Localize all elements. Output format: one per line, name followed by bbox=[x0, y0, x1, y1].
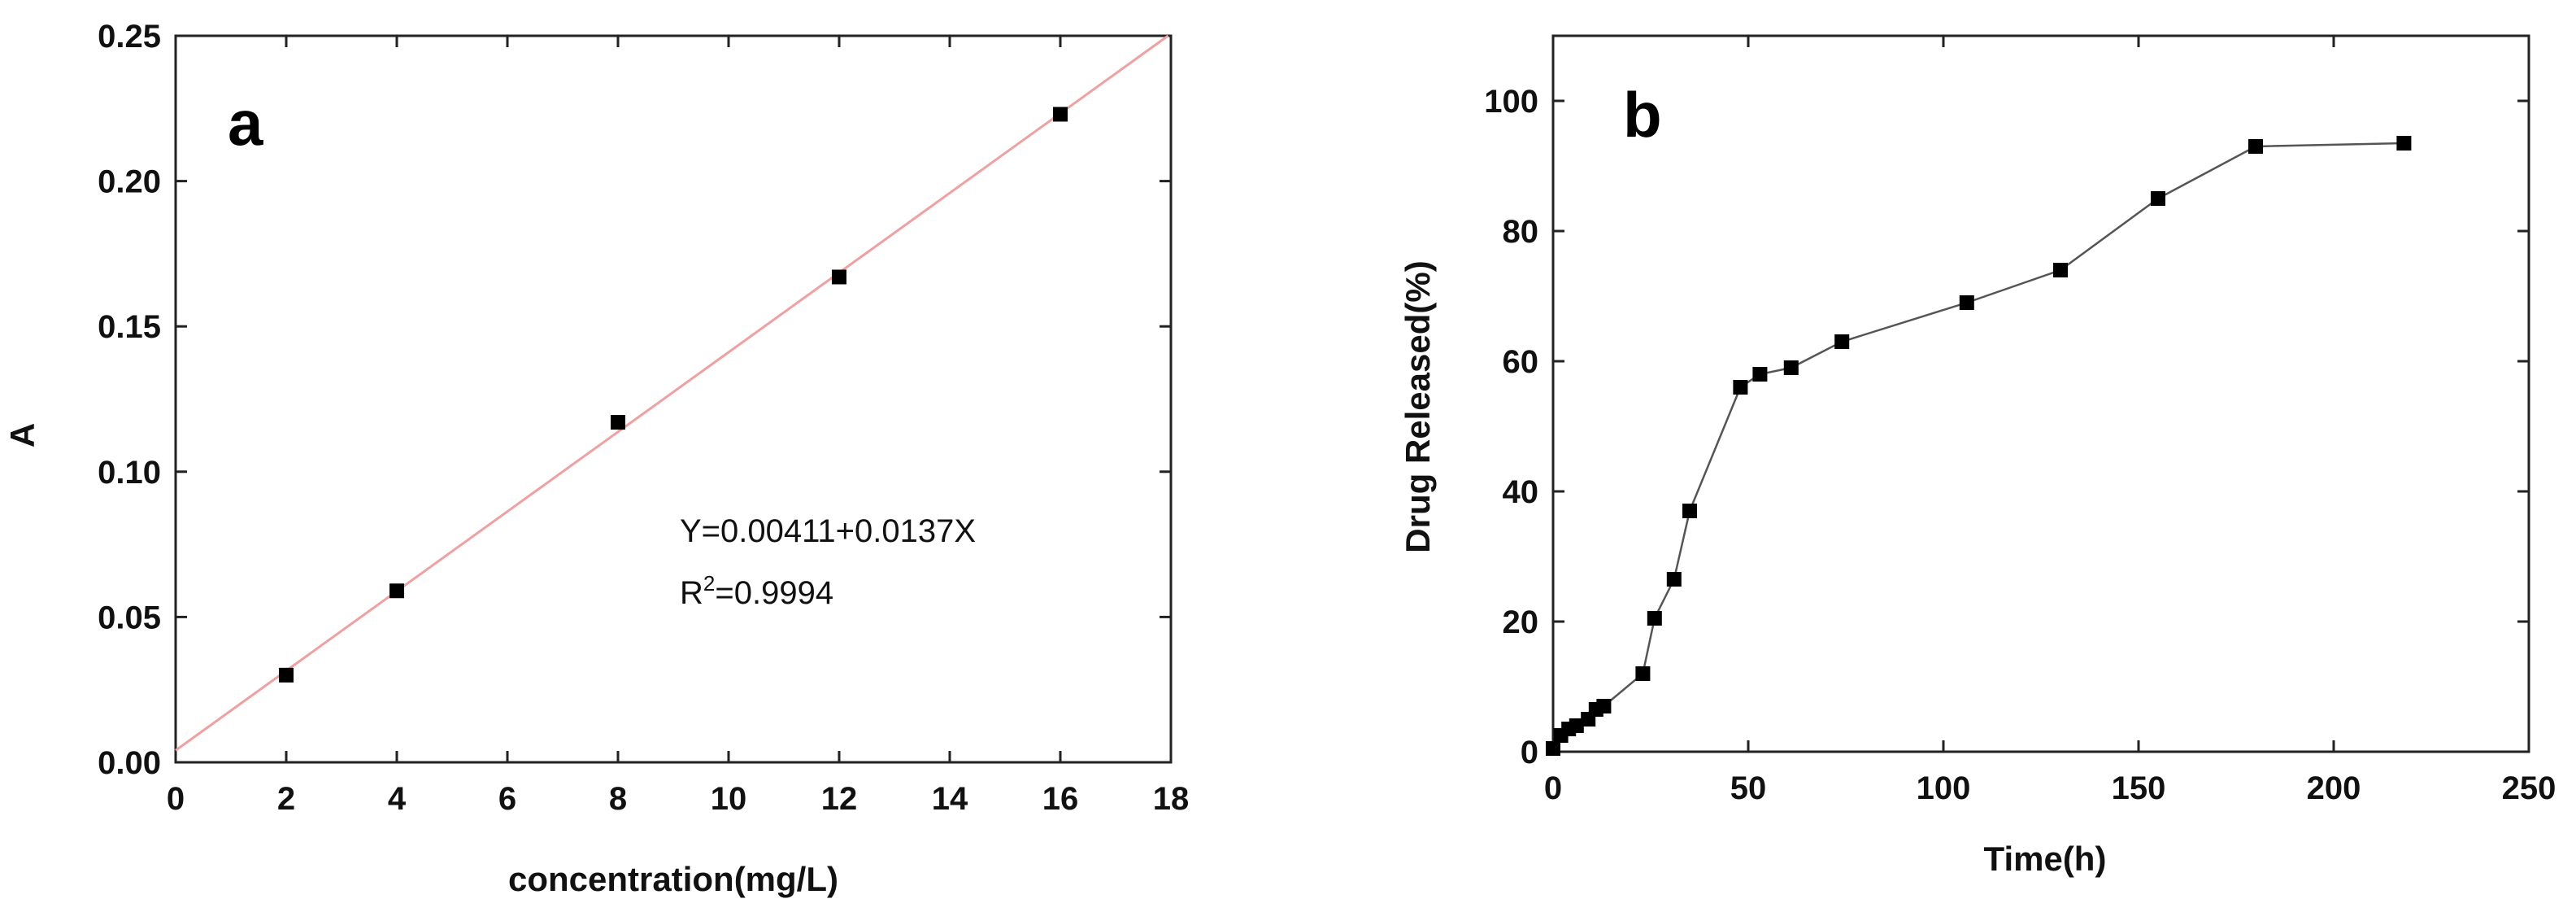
chart-a-xtick-label: 6 bbox=[498, 781, 516, 817]
chart-b-ytick-label: 20 bbox=[1503, 604, 1539, 640]
chart-b-xtick-label: 200 bbox=[2307, 770, 2361, 806]
chart-a: a concentration(mg/L) A 0 2 4 6 8 10 12 14 16 180… bbox=[3, 19, 1189, 898]
chart-a-fit-layer bbox=[175, 34, 1169, 752]
r2-superscript: 2 bbox=[703, 571, 715, 596]
chart-b-ytick-label: 80 bbox=[1503, 214, 1539, 250]
chart-a-ytick-label: 0.15 bbox=[98, 309, 161, 345]
chart-b: b Time(h) Drug Released(%) 0 50 100 150 200 2… bbox=[1399, 34, 2556, 878]
chart-a-ytick-label: 0.00 bbox=[98, 745, 161, 781]
chart-a-xtick-label: 10 bbox=[711, 781, 747, 817]
chart-b-xtick-label: 0 bbox=[1544, 770, 1562, 806]
chart-a-y-axis-label: A bbox=[3, 423, 41, 447]
r2-value: =0.9994 bbox=[715, 575, 833, 611]
chart-a-ytick-label: 0.20 bbox=[98, 164, 161, 200]
chart-a-xtick-label: 2 bbox=[277, 781, 295, 817]
chart-b-point bbox=[2248, 139, 2263, 154]
chart-b-point bbox=[2053, 263, 2068, 277]
chart-a-xtick-label: 8 bbox=[609, 781, 627, 817]
chart-b-xtick-label: 50 bbox=[1730, 770, 1767, 806]
chart-a-xtick-label: 16 bbox=[1042, 781, 1079, 817]
chart-b-series-line bbox=[1551, 142, 2404, 749]
chart-b-point bbox=[1569, 718, 1584, 733]
chart-a-frame bbox=[174, 34, 1173, 764]
chart-b-panel-label: b bbox=[1623, 79, 1662, 151]
chart-b-point bbox=[1546, 741, 1560, 756]
chart-a-ticks: 0 2 4 6 8 10 12 14 16 18 0.00 0.05 0.10 0.15 0.20 0.25 bbox=[98, 19, 1189, 817]
chart-a-point bbox=[279, 667, 294, 683]
chart-a-points bbox=[279, 107, 1068, 683]
chart-b-ytick-label: 0 bbox=[1521, 735, 1538, 770]
chart-b-ytick-label: 40 bbox=[1503, 474, 1539, 510]
chart-a-point bbox=[389, 583, 404, 599]
chart-b-xtick-label: 150 bbox=[2112, 770, 2166, 806]
r2-prefix: R bbox=[680, 575, 703, 611]
chart-b-x-axis-label: Time(h) bbox=[1984, 840, 2107, 878]
chart-a-panel-label: a bbox=[228, 87, 263, 159]
chart-b-point bbox=[1733, 380, 1748, 395]
chart-b-point bbox=[1666, 572, 1682, 587]
chart-a-xtick-label: 0 bbox=[167, 781, 185, 817]
chart-b-ytick-label: 100 bbox=[1484, 84, 1538, 120]
chart-b-point bbox=[1596, 699, 1612, 713]
chart-b-line-layer bbox=[1551, 142, 2404, 749]
chart-a-point bbox=[1053, 107, 1068, 122]
chart-b-point bbox=[1834, 334, 1850, 349]
chart-b-point bbox=[2151, 191, 2165, 206]
chart-a-r-squared: R2=0.9994 bbox=[680, 571, 833, 611]
chart-b-y-axis-label: Drug Released(%) bbox=[1399, 260, 1437, 552]
chart-a-ytick-label: 0.10 bbox=[98, 455, 161, 491]
chart-a-xtick-label: 12 bbox=[821, 781, 858, 817]
chart-b-points bbox=[1546, 136, 2412, 756]
chart-a-point bbox=[832, 269, 846, 285]
chart-b-point bbox=[1752, 367, 1768, 382]
chart-a-x-axis-label: concentration(mg/L) bbox=[508, 860, 838, 898]
chart-a-xtick-label: 18 bbox=[1153, 781, 1190, 817]
chart-b-point bbox=[2396, 136, 2412, 151]
chart-b-point bbox=[1682, 504, 1697, 518]
chart-b-frame bbox=[1551, 34, 2530, 753]
chart-a-xtick-label: 4 bbox=[388, 781, 407, 817]
chart-b-ticks: 0 50 100 150 200 250 0 20 40 60 80 100 bbox=[1484, 36, 2556, 806]
chart-b-point bbox=[1783, 360, 1799, 375]
chart-a-fit-line bbox=[175, 34, 1169, 752]
chart-a-ytick-label: 0.05 bbox=[98, 600, 161, 635]
chart-b-xtick-label: 250 bbox=[2502, 770, 2556, 806]
chart-b-xtick-label: 100 bbox=[1917, 770, 1971, 806]
chart-b-point bbox=[1959, 295, 1974, 310]
chart-b-point bbox=[1647, 611, 1662, 626]
chart-a-equation: Y=0.00411+0.0137X bbox=[680, 513, 976, 549]
chart-a-xtick-label: 14 bbox=[932, 781, 968, 817]
chart-b-point bbox=[1635, 666, 1651, 681]
chart-b-ytick-label: 60 bbox=[1503, 344, 1539, 380]
chart-a-ytick-label: 0.25 bbox=[98, 19, 161, 55]
chart-a-point bbox=[611, 415, 625, 430]
